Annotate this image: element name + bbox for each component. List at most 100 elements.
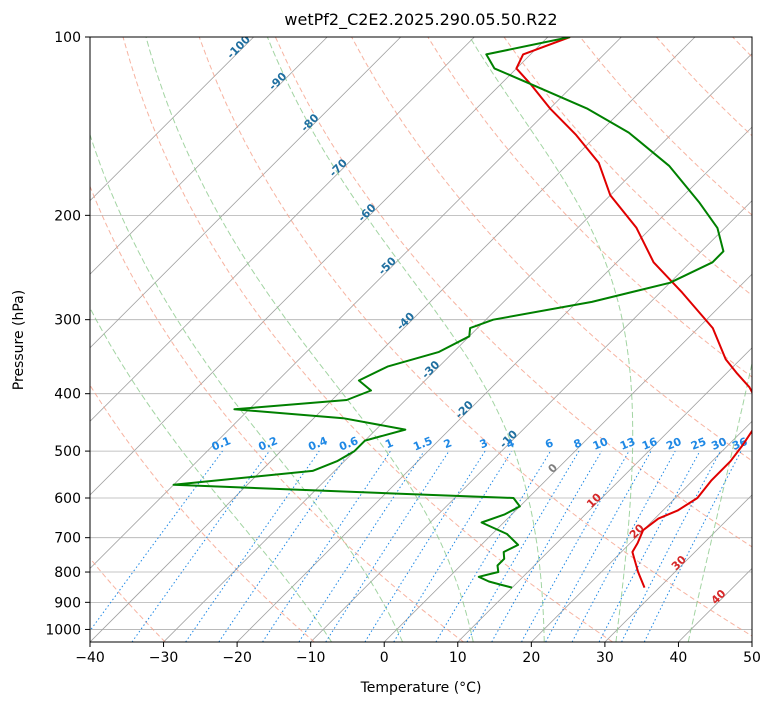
x-tick-label: −30 <box>149 650 179 666</box>
moist-adiabat-line <box>145 37 474 642</box>
mixing-ratio-line <box>545 450 652 642</box>
mixing-ratio-label: 20 <box>664 435 683 453</box>
isotherm-label: -30 <box>419 358 442 381</box>
isotherm-label: 30 <box>669 553 689 573</box>
isotherm-line <box>90 37 254 202</box>
dry-adiabat-line <box>656 37 752 137</box>
dry-adiabat-line <box>503 37 752 296</box>
dry-adiabat-line <box>90 384 315 642</box>
mixing-ratio-label: 13 <box>618 435 637 453</box>
mixing-ratio-label: 0.1 <box>210 434 233 453</box>
x-axis-title: Temperature (°C) <box>360 680 482 696</box>
y-tick-label: 800 <box>54 565 81 581</box>
dry-adiabat-line <box>732 37 752 58</box>
isotherm-label: -60 <box>355 201 378 224</box>
plot-frame <box>89 36 753 643</box>
temperature-line <box>515 37 752 588</box>
mixing-ratio-label: 0.4 <box>306 434 329 453</box>
mixing-ratio-label: 1.5 <box>411 434 434 453</box>
mixing-ratio-label: 0.6 <box>337 434 360 453</box>
isotherm-label: -70 <box>327 156 350 179</box>
moist-adiabat-line <box>266 37 545 642</box>
x-tick-label: −20 <box>222 650 252 666</box>
isotherm-line <box>678 567 752 642</box>
x-tick-label: 10 <box>449 650 467 666</box>
y-tick-label: 300 <box>54 313 81 329</box>
dry-adiabat-line <box>351 37 752 462</box>
dry-adiabat-line <box>90 557 166 642</box>
dry-adiabat-line <box>427 37 752 378</box>
dewpoint-line <box>172 37 725 589</box>
dry-adiabat-line <box>90 185 464 642</box>
isotherm-line <box>90 37 549 496</box>
isotherm-line <box>90 37 696 642</box>
mixing-ratio-label: 0.2 <box>257 434 280 453</box>
chart-title: wetPf2_C2E2.2025.290.05.50.R22 <box>284 10 557 30</box>
y-tick-label: 100 <box>54 30 81 46</box>
mixing-ratio-label: 36 <box>730 435 749 453</box>
y-tick-label: 700 <box>54 531 81 547</box>
y-tick-label: 900 <box>54 595 81 611</box>
x-axis: −40 −30 −20 −10 0 10 20 30 40 50 <box>75 642 761 666</box>
sounding-series <box>172 37 752 589</box>
isotherm-label: 10 <box>584 490 604 510</box>
mixing-ratio-label: 16 <box>640 435 659 453</box>
x-tick-label: 50 <box>743 650 761 666</box>
x-tick-label: 40 <box>670 650 688 666</box>
moist-adiabat-line <box>687 360 752 642</box>
isotherm-line <box>604 494 752 642</box>
isotherm-line <box>310 200 752 642</box>
isotherm-line <box>457 347 752 642</box>
mixing-ratio-line <box>325 450 450 642</box>
y-tick-label: 600 <box>54 491 81 507</box>
x-tick-label: 20 <box>522 650 540 666</box>
y-tick-label: 500 <box>54 444 81 460</box>
mixing-ratio-line <box>598 450 701 642</box>
y-tick-label: 200 <box>54 208 81 224</box>
isotherm-label: 40 <box>709 587 729 607</box>
mixing-ratio-label: 10 <box>591 435 610 453</box>
mixing-ratio-label: 3 <box>478 436 490 451</box>
background-lines <box>90 37 752 642</box>
mixing-ratio-line <box>298 450 425 642</box>
y-tick-label: 400 <box>54 387 81 403</box>
mixing-ratio-line <box>435 450 551 642</box>
mixing-ratio-line <box>131 450 270 642</box>
isotherm-label: -80 <box>298 111 321 134</box>
mixing-ratio-label: 2 <box>442 436 454 451</box>
isotherm-line <box>90 37 402 349</box>
isotherm-line <box>236 126 752 642</box>
mixing-ratio-label: 8 <box>572 436 584 451</box>
dry-adiabat-line <box>198 37 752 637</box>
isotherm-label: -50 <box>376 254 399 277</box>
isotherm-label: -90 <box>266 70 289 93</box>
isotherm-line <box>751 641 752 642</box>
y-axis: 1000 900 800 700 600 500 400 300 200 100 <box>45 30 90 638</box>
moist-adiabat-line <box>90 307 333 642</box>
mixing-ratio-line <box>262 450 391 642</box>
y-tick-label: 1000 <box>45 622 81 638</box>
mixing-ratio-line <box>185 450 320 642</box>
mixing-ratio-line <box>571 450 676 642</box>
mixing-ratio-labels: 0.1 0.2 0.4 0.6 1 1.5 2 3 4 6 8 10 13 16 20 25 30 36 <box>210 434 750 453</box>
isotherm-line <box>383 273 752 642</box>
mixing-ratio-label: 25 <box>689 435 708 453</box>
mixing-ratio-label: 1 <box>383 436 395 451</box>
mixing-ratio-line <box>364 450 486 642</box>
plot-area: -100-90-80-70-60-50-40-30-20-10010203040… <box>90 37 752 642</box>
mixing-ratio-line <box>643 450 742 642</box>
mixing-ratio-line <box>90 450 223 632</box>
isotherm-label: 20 <box>627 521 647 541</box>
x-tick-label: −10 <box>296 650 326 666</box>
mixing-ratio-line <box>218 450 351 642</box>
mixing-ratio-line <box>393 450 513 642</box>
isotherm-line <box>531 420 752 642</box>
mixing-ratio-label: 30 <box>710 435 729 453</box>
isotherm-line <box>90 37 622 570</box>
moist-adiabat-line <box>469 37 634 642</box>
y-axis-title: Pressure (hPa) <box>11 290 27 390</box>
mixing-ratio-line <box>521 450 630 642</box>
dry-adiabat-line <box>122 37 613 642</box>
isotherm-line <box>90 37 475 422</box>
